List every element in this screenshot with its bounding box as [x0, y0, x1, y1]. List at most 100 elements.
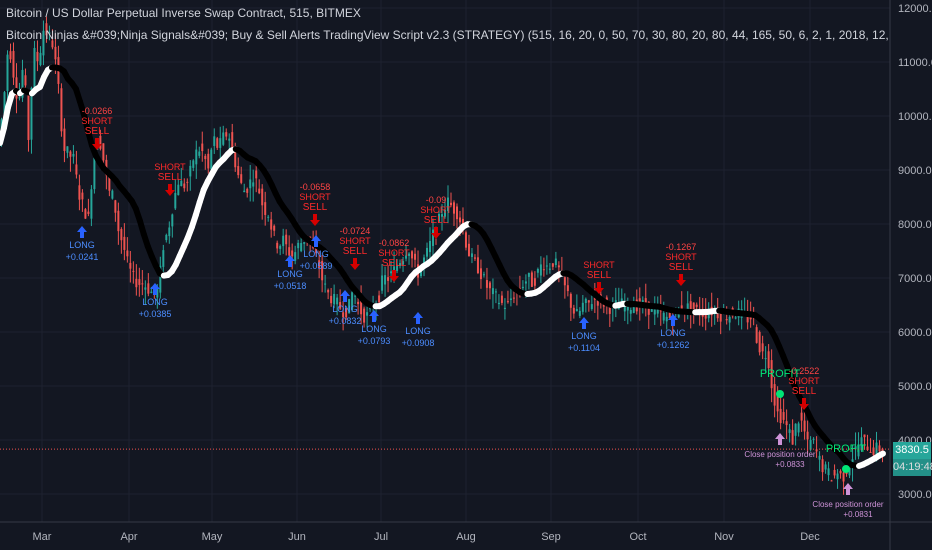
- candle-body: [36, 51, 39, 62]
- candle-body: [132, 270, 135, 272]
- sell-label: SELL: [587, 270, 612, 281]
- candle-body: [168, 227, 171, 237]
- time-axis-label: Dec: [800, 531, 820, 543]
- long-profit-value: +0.1262: [657, 340, 690, 350]
- candle-body: [656, 307, 659, 314]
- candle-body: [390, 271, 393, 274]
- candle-body: [785, 421, 788, 426]
- candle-body: [629, 309, 632, 314]
- long-label: LONG: [405, 326, 431, 336]
- long-profit-value: +0.1104: [568, 343, 600, 353]
- time-axis[interactable]: Mar Apr May Jun Jul Aug Sep Oct Nov Dec: [33, 531, 821, 543]
- candle-body: [165, 234, 168, 241]
- candle-body: [378, 295, 381, 303]
- candle-body: [620, 298, 623, 304]
- candle-body: [240, 174, 243, 183]
- strategy-signals[interactable]: LONG+0.0241LONG+0.0385LONG+0.0518LONG+0.…: [66, 106, 884, 519]
- candle-body: [120, 229, 123, 241]
- candle-body: [198, 151, 201, 156]
- candle-body: [207, 153, 210, 169]
- candle-body: [51, 40, 54, 48]
- candle-body: [797, 423, 800, 433]
- candle-body: [866, 446, 869, 451]
- candle-body: [15, 77, 18, 99]
- candle-body: [824, 464, 827, 470]
- candle-body: [707, 314, 710, 319]
- time-axis-label: Apr: [120, 531, 137, 543]
- bar-countdown-tag: 04:19:48: [893, 459, 932, 476]
- candle-body: [243, 190, 246, 193]
- candle-body: [297, 242, 300, 249]
- long-arrow-icon: [77, 226, 87, 238]
- candle-body: [318, 260, 321, 268]
- candle-body: [692, 302, 695, 311]
- candle-body: [315, 244, 318, 254]
- candle-body: [21, 69, 24, 98]
- candle-body: [228, 138, 231, 141]
- short-label: SHORT: [81, 116, 113, 126]
- candle-body: [408, 253, 411, 256]
- candle-body: [411, 251, 414, 259]
- candle-body: [623, 304, 626, 312]
- candle-body: [303, 242, 306, 244]
- candle-body: [716, 311, 719, 319]
- close-order-arrow-icon: [843, 483, 853, 495]
- candle-body: [402, 261, 405, 265]
- price-axis-label: 8000.0: [898, 219, 932, 231]
- candles: [0, 16, 884, 495]
- candle-body: [881, 448, 884, 453]
- candle-body: [821, 459, 824, 473]
- sell-label: SELL: [303, 202, 328, 213]
- candle-body: [860, 437, 863, 451]
- candle-body: [81, 192, 84, 200]
- long-arrow-icon: [285, 255, 295, 267]
- candle-body: [201, 143, 204, 152]
- close-order-label: Close position order: [744, 450, 815, 459]
- candle-body: [575, 309, 578, 312]
- long-arrow-icon: [579, 317, 589, 329]
- candle-body: [339, 302, 342, 309]
- candle-body: [129, 262, 132, 269]
- long-arrow-icon: [668, 314, 678, 326]
- strategy-legend[interactable]: Bitcoin Ninjas &#039;Ninja Signals&#039;…: [6, 28, 891, 42]
- short-arrow-icon: [350, 258, 360, 270]
- time-axis-label: May: [202, 531, 223, 543]
- candle-body: [449, 202, 452, 206]
- candle-body: [794, 423, 797, 436]
- candle-body: [261, 188, 264, 206]
- candle-body: [863, 434, 866, 438]
- short-label: SHORT: [154, 162, 186, 172]
- candle-body: [108, 175, 111, 191]
- candle-body: [414, 253, 417, 260]
- candle-body: [512, 297, 515, 299]
- short-arrow-icon: [799, 398, 809, 410]
- candle-body: [12, 50, 15, 78]
- sell-label: SELL: [343, 246, 368, 257]
- short-arrow-icon: [594, 282, 604, 294]
- candle-body: [446, 197, 449, 211]
- candle-body: [27, 91, 30, 140]
- long-label: LONG: [361, 324, 387, 334]
- candle-body: [791, 430, 794, 445]
- time-axis-label: Sep: [541, 531, 561, 543]
- candle-body: [246, 188, 249, 193]
- candle-body: [363, 308, 366, 323]
- profit-dot-icon: [776, 390, 784, 398]
- candle-body: [270, 219, 273, 230]
- sell-label: SELL: [669, 262, 694, 273]
- candle-body: [300, 243, 303, 252]
- price-axis-label: 11000.0: [898, 57, 932, 69]
- long-profit-value: +0.0518: [274, 281, 307, 291]
- candle-body: [770, 360, 773, 389]
- candle-body: [521, 286, 524, 289]
- candle-body: [467, 243, 470, 257]
- candle-body: [779, 408, 782, 424]
- candle-body: [114, 200, 117, 213]
- candle-body: [237, 166, 240, 176]
- candle-body: [150, 291, 153, 294]
- sell-label: SELL: [158, 172, 183, 183]
- candle-body: [470, 253, 473, 257]
- price-axis[interactable]: 12000.0 11000.0 10000.0 9000.0 8000.0 7000.0 6…: [898, 3, 932, 501]
